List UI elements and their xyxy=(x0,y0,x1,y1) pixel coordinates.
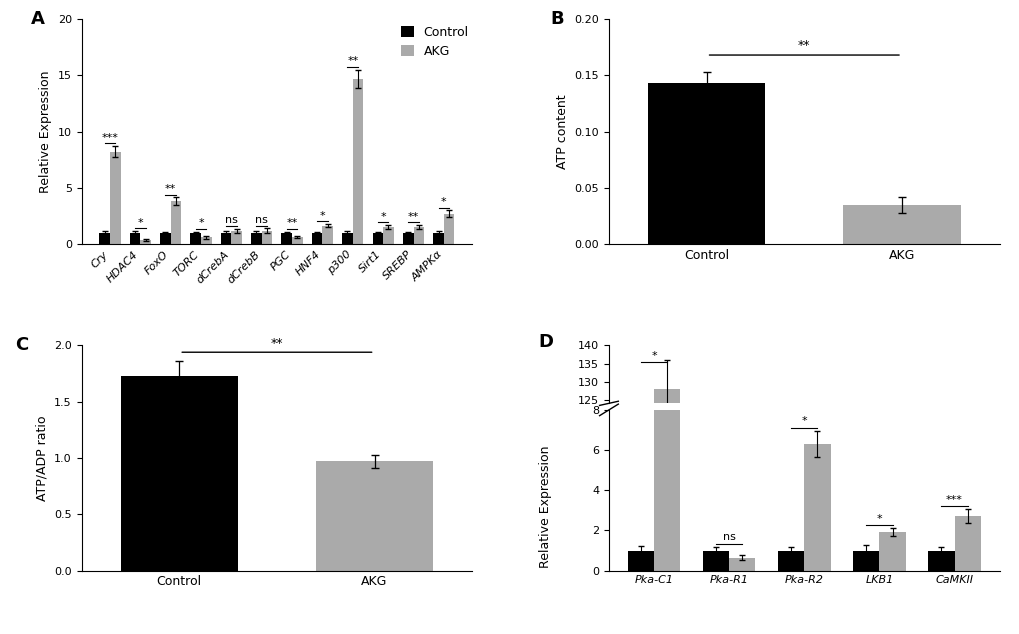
Bar xyxy=(878,533,905,571)
Bar xyxy=(653,0,680,571)
Text: *: * xyxy=(138,218,143,228)
Text: B: B xyxy=(550,10,564,28)
Text: *: * xyxy=(650,351,656,361)
Bar xyxy=(312,233,322,244)
Bar xyxy=(281,233,291,244)
Text: *: * xyxy=(319,210,325,221)
Bar xyxy=(729,557,755,571)
Text: **: ** xyxy=(408,212,419,222)
Bar xyxy=(852,550,878,571)
Text: **: ** xyxy=(797,39,810,51)
Bar xyxy=(647,83,764,244)
Bar xyxy=(220,233,231,244)
Text: *: * xyxy=(380,212,385,222)
Bar xyxy=(353,79,363,244)
Text: *: * xyxy=(440,197,446,207)
Bar xyxy=(322,226,333,244)
Text: ***: *** xyxy=(946,495,962,505)
Text: Relative Expression: Relative Expression xyxy=(539,446,551,569)
Bar xyxy=(403,233,413,244)
Bar xyxy=(251,233,262,244)
Text: ns: ns xyxy=(255,215,268,225)
Bar xyxy=(99,233,110,244)
Text: D: D xyxy=(538,333,553,351)
Bar xyxy=(777,550,804,571)
Bar xyxy=(120,376,237,571)
Text: *: * xyxy=(801,417,806,426)
Text: **: ** xyxy=(165,184,176,194)
Legend: Control, AKG: Control, AKG xyxy=(395,21,474,63)
Bar xyxy=(191,233,201,244)
Bar xyxy=(804,444,829,571)
Bar xyxy=(170,202,181,244)
Bar xyxy=(927,550,954,571)
Bar xyxy=(141,240,151,244)
Text: ns: ns xyxy=(722,533,735,542)
Y-axis label: Relative Expression: Relative Expression xyxy=(39,70,52,193)
Y-axis label: ATP/ADP ratio: ATP/ADP ratio xyxy=(36,415,49,501)
Bar xyxy=(383,227,393,244)
Bar xyxy=(413,227,424,244)
Bar xyxy=(433,233,443,244)
Bar xyxy=(316,462,433,571)
Bar xyxy=(129,233,141,244)
Text: **: ** xyxy=(270,337,283,350)
Bar xyxy=(231,231,242,244)
Bar xyxy=(954,516,980,571)
Text: A: A xyxy=(31,10,45,28)
Y-axis label: ATP content: ATP content xyxy=(555,94,569,169)
Text: ***: *** xyxy=(102,133,118,143)
Bar xyxy=(443,214,454,244)
Text: *: * xyxy=(198,218,204,228)
Bar xyxy=(201,237,212,244)
Bar xyxy=(372,233,383,244)
Bar xyxy=(160,233,170,244)
Bar xyxy=(291,237,303,244)
Bar xyxy=(262,231,272,244)
Bar xyxy=(110,152,120,244)
Text: *: * xyxy=(875,514,881,524)
Text: **: ** xyxy=(346,56,358,67)
Bar xyxy=(653,389,680,634)
Text: C: C xyxy=(15,337,29,354)
Text: ns: ns xyxy=(225,216,237,225)
Bar xyxy=(627,550,653,571)
Bar xyxy=(843,205,960,244)
Bar xyxy=(702,550,729,571)
Bar xyxy=(341,233,353,244)
Text: **: ** xyxy=(286,218,298,228)
